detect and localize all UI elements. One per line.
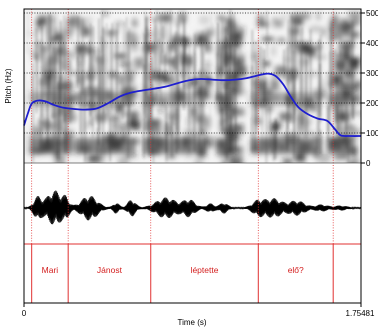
frame-border	[23, 8, 362, 304]
interval-label-3: léptette	[191, 265, 219, 275]
y-tick-label-300: 300	[366, 69, 378, 78]
waveform	[23, 190, 362, 225]
interval-label-4: elő?	[288, 265, 304, 275]
x-tick-label-1: 1.75481	[346, 309, 375, 318]
y-tick-label-400: 400	[366, 39, 378, 48]
x-axis-label: Time (s)	[177, 318, 206, 327]
textgrid-tier: Mari Jánost léptette elő?	[24, 243, 361, 304]
y-tick-label-100: 100	[366, 129, 378, 138]
spectrogram	[24, 9, 361, 163]
waveform-trace	[23, 190, 362, 225]
x-axis-ticks: 0 1.75481	[22, 303, 375, 318]
y-axis-label: Pitch (Hz)	[4, 68, 13, 103]
interval-label-2: Jánost	[97, 265, 123, 275]
spectrogram-formants	[29, 92, 355, 154]
plot-frame	[23, 8, 362, 304]
x-tick-label-0: 0	[22, 309, 27, 318]
y-tick-label-0: 0	[366, 159, 371, 168]
y-tick-label-500: 500	[366, 9, 378, 18]
y-axis-ticks: 0 100 200 300 400 500	[361, 9, 378, 168]
pitch-contour	[23, 72, 362, 137]
pitch-line	[23, 72, 362, 137]
y-tick-label-200: 200	[366, 99, 378, 108]
pitch-gridlines	[24, 12, 361, 134]
interval-label-1: Mari	[42, 265, 59, 275]
